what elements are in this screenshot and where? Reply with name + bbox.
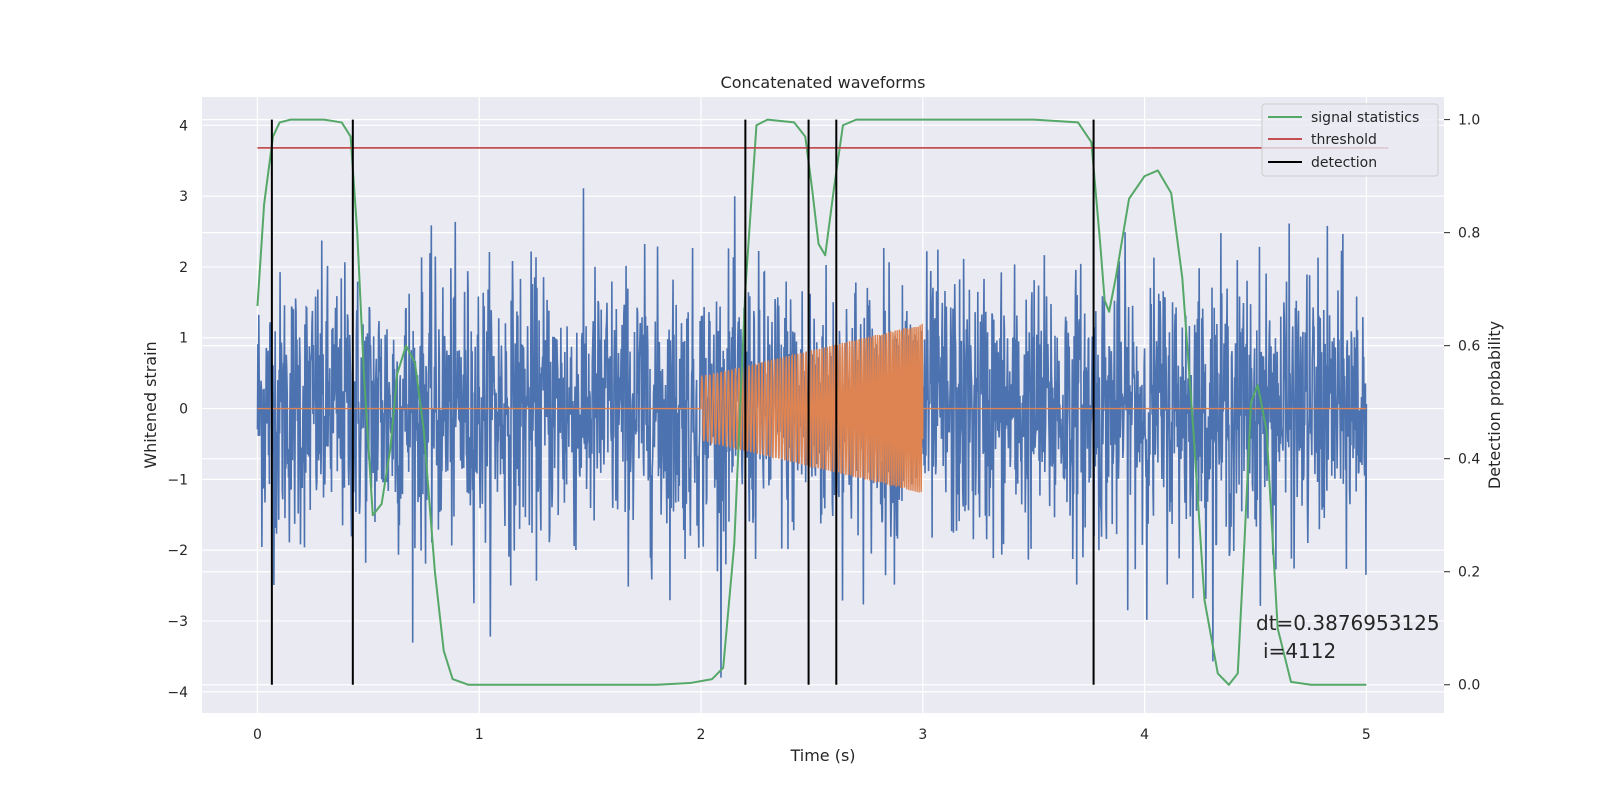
annotation-dt: dt=0.3876953125 — [1256, 611, 1440, 635]
y-axis-label-right: Detection probability — [1485, 321, 1504, 489]
y-tick-label-left: −2 — [167, 543, 188, 559]
y-tick-label-left: −3 — [167, 614, 188, 630]
series-signal-statistics — [256, 118, 1367, 686]
annotation-i: i=4112 — [1263, 639, 1336, 663]
x-tick-label: 2 — [697, 727, 706, 743]
legend-box — [1261, 103, 1439, 177]
x-tick-label: 0 — [253, 727, 262, 743]
y-tick-label-left: 1 — [179, 331, 188, 347]
x-axis-label: Time (s) — [789, 746, 855, 765]
y-tick-label-right: 0.6 — [1458, 339, 1480, 355]
y-tick-label-right: 0.0 — [1458, 678, 1480, 694]
y-tick-labels-left: −4 −3 −2 −1 0 1 2 3 4 — [167, 118, 188, 700]
x-tick-label: 5 — [1362, 727, 1371, 743]
legend-label-signal-statistics: signal statistics — [1311, 110, 1419, 126]
chart-title: Concatenated waveforms — [721, 73, 926, 92]
y-tick-label-right: 1.0 — [1458, 113, 1480, 129]
y-tick-label-left: −1 — [167, 472, 188, 488]
series-chirp — [257, 323, 1367, 493]
y-tick-labels-right: 0.0 0.2 0.4 0.6 0.8 1.0 — [1444, 113, 1480, 694]
y-tick-label-left: 3 — [179, 189, 188, 205]
y-axis-label-left: Whitened strain — [141, 341, 160, 468]
series-noise — [256, 188, 1368, 678]
y-tick-label-right: 0.4 — [1458, 452, 1480, 468]
x-tick-label: 3 — [918, 727, 927, 743]
y-tick-label-left: −4 — [167, 685, 188, 701]
x-tick-labels: 0 1 2 3 4 5 — [253, 727, 1371, 743]
chirp-line — [257, 323, 1367, 493]
x-tick-label: 1 — [475, 727, 484, 743]
legend: signal statistics threshold detection — [1261, 103, 1439, 177]
y-tick-label-left: 2 — [179, 260, 188, 276]
legend-label-detection: detection — [1311, 155, 1377, 171]
y-tick-label-left: 0 — [179, 402, 188, 418]
y-tick-label-right: 0.2 — [1458, 565, 1480, 581]
y-tick-label-right: 0.8 — [1458, 226, 1480, 242]
series-detection — [270, 119, 1095, 685]
legend-label-threshold: threshold — [1311, 132, 1377, 148]
x-tick-label: 4 — [1140, 727, 1149, 743]
signal-statistics-line — [256, 118, 1367, 686]
noise-line — [256, 188, 1368, 678]
y-tick-label-left: 4 — [179, 118, 188, 134]
